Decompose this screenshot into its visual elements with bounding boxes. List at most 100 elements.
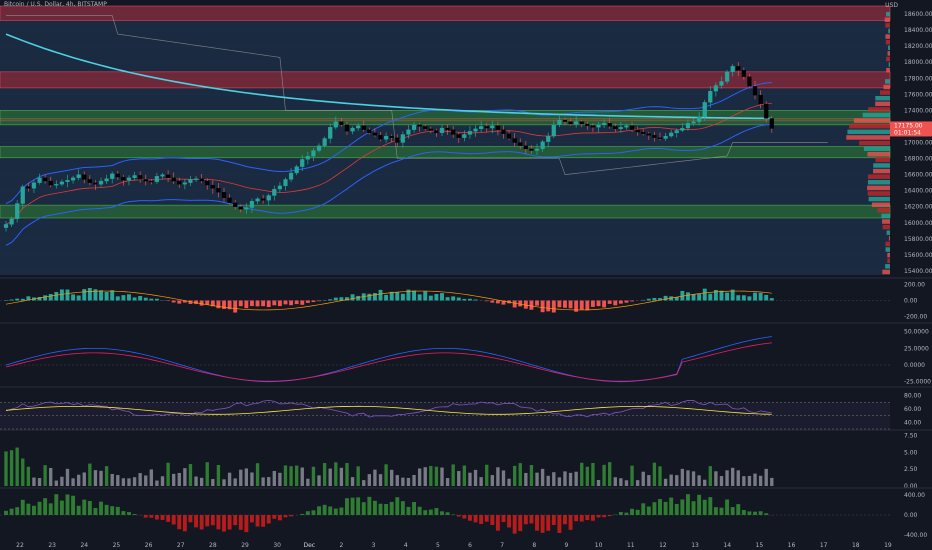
volume-bar [412,474,416,486]
volume-profile-bar [886,11,890,17]
x-tick-label: 26 [145,542,153,549]
histogram-bar [652,502,657,515]
histogram-bar [261,515,266,527]
histogram-bar [255,300,260,307]
histogram-bar [199,300,204,306]
volume-bar [602,464,606,486]
volume-bar [54,480,58,486]
candle-body [635,129,640,133]
volume-profile-bar [886,67,890,73]
candle-body [339,121,344,125]
histogram-bar [99,501,103,515]
histogram-bar [624,300,629,303]
volume-bar [222,479,226,486]
candle-body [93,182,98,185]
volume-bar [255,463,260,486]
histogram-bar [132,514,137,515]
histogram-bar [400,293,405,301]
histogram-bar [697,294,702,301]
histogram-bar [261,300,266,307]
candle-body [451,129,456,135]
histogram-bar [384,503,389,515]
candle-body [356,125,361,129]
volume-bar [451,464,455,486]
y-tick-label: 16200.00 [904,204,932,211]
histogram-bar [423,291,428,301]
histogram-bar [177,300,182,304]
histogram-bar [283,515,288,518]
volume-bar [686,470,690,486]
candle-body [3,224,9,228]
candle-body [395,137,400,143]
volume-bar [26,466,31,486]
histogram-bar [602,515,607,518]
volume-profile-bar [886,230,890,235]
x-tick-label: 2 [340,542,344,549]
histogram-bar [434,294,439,301]
histogram-bar [233,515,238,526]
candle-body [618,127,623,130]
volume-bar [753,473,757,486]
pane-tick-label: 80.00 [904,393,921,400]
volume-bar [490,475,494,486]
histogram-bar [300,300,305,305]
histogram-bar [93,508,98,515]
volume-bar [311,466,316,486]
volume-bar [563,471,567,486]
histogram-bar [322,299,327,301]
pane-tick-label: 25.0000 [904,345,929,352]
candle-body [322,138,327,146]
x-tick-label: 3 [372,542,376,549]
candle-body [680,127,685,131]
chart-title: Bitcoin / U.S. Dollar, 4h, BITSTAMP [4,1,107,8]
y-tick-label: 17600.00 [904,91,932,98]
histogram-bar [428,295,433,301]
histogram-bar [529,300,534,310]
pane-tick-label: 40.00 [904,419,921,426]
histogram-bar [490,300,495,303]
rsi-line [5,399,772,418]
candle-body [115,173,120,178]
candle-body [305,156,310,160]
candle-body [65,180,70,183]
histogram-bar [367,293,372,301]
candle-body [221,192,227,199]
volume-bar [306,478,310,486]
histogram-bar [300,513,305,515]
histogram-bar [658,298,662,301]
histogram-bar [132,297,137,301]
histogram-bar [15,298,20,301]
volume-bar [350,477,355,486]
volume-bar [216,464,221,486]
histogram-bar [93,289,98,301]
osc-signal-line [5,342,772,382]
histogram-bar [210,300,215,307]
histogram-bar [764,294,769,301]
candle-body [702,102,707,117]
candle-body [300,159,305,167]
histogram-bar [585,300,590,311]
volume-profile-bar [873,163,890,168]
histogram-bar [222,515,226,532]
histogram-bar [395,497,400,515]
volume-bar [546,475,550,486]
candle-body [233,202,238,207]
volume-bar [183,468,187,486]
histogram-bar [182,515,187,532]
candle-body [149,180,154,183]
histogram-bar [37,296,42,301]
candle-body [523,145,528,150]
x-tick-label: 22 [16,542,24,549]
histogram-bar [747,511,752,515]
histogram-bar [713,507,718,515]
histogram-bar [769,298,774,301]
histogram-bar [171,300,176,303]
pane-tick-label: 2.50 [904,466,918,473]
histogram-bar [76,295,81,301]
histogram-bar [412,290,417,301]
volume-profile-bar [885,247,890,252]
pane-tick-label: -400.00 [904,532,927,539]
x-tick-label: 14 [723,542,731,549]
candle-body [574,121,579,125]
